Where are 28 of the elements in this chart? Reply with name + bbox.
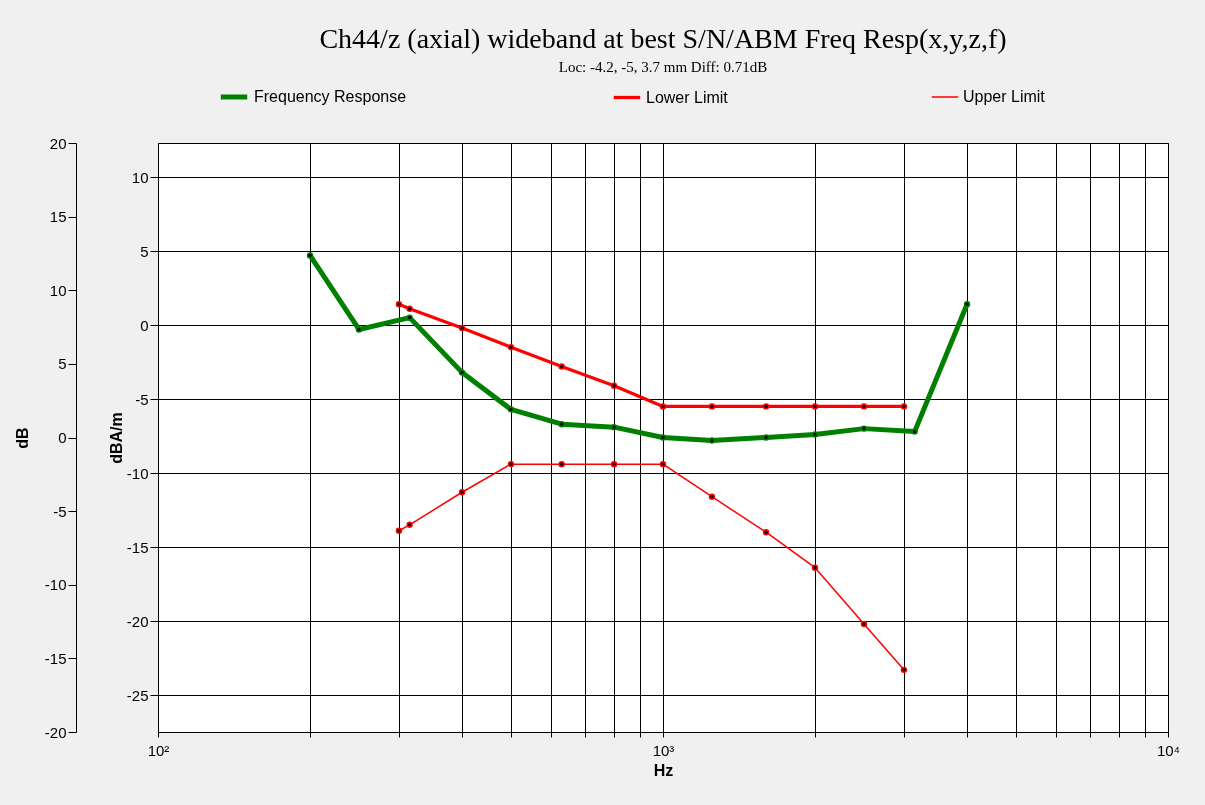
y-axis-title: dBA/m: [107, 412, 125, 464]
y2-tick-label: 5: [58, 355, 67, 373]
x-axis-title: Hz: [653, 761, 674, 779]
x-tick-label: 10²: [147, 741, 170, 759]
y-tick-label: 5: [140, 242, 149, 260]
chart-title: Ch44/z (axial) wideband at best S/N/ABM Freq Resp(x,y,z,f): [319, 23, 1007, 54]
y2-tick-label: -15: [44, 649, 67, 667]
y2-tick-label: 15: [49, 208, 67, 226]
y2-tick-label: -5: [53, 502, 67, 520]
y-tick-label: -5: [135, 390, 149, 408]
legend-label: Upper Limit: [963, 88, 1046, 105]
legend-label: Frequency Response: [254, 88, 407, 105]
y2-tick-label: 0: [58, 429, 67, 446]
y2-tick-label: 10: [49, 281, 67, 299]
x-tick-label: 10³: [652, 741, 675, 759]
y-tick-label: 0: [140, 316, 149, 334]
y2-axis-title: dB: [13, 427, 31, 449]
y2-tick-label: 20: [49, 134, 67, 152]
y-tick-label: -25: [126, 686, 149, 704]
y-tick-label: -20: [126, 612, 149, 630]
y-tick-label: -10: [126, 464, 149, 482]
legend-label: Lower Limit: [646, 88, 729, 106]
y-tick-label: 10: [131, 168, 149, 186]
y2-tick-label: -10: [44, 576, 67, 594]
y2-tick-label: -20: [44, 723, 67, 741]
y-tick-label: -15: [126, 538, 149, 556]
x-tick-label: 10⁴: [1156, 741, 1181, 759]
chart-subtitle: Loc: -4.2, -5, 3.7 mm Diff: 0.71dB: [558, 59, 768, 75]
